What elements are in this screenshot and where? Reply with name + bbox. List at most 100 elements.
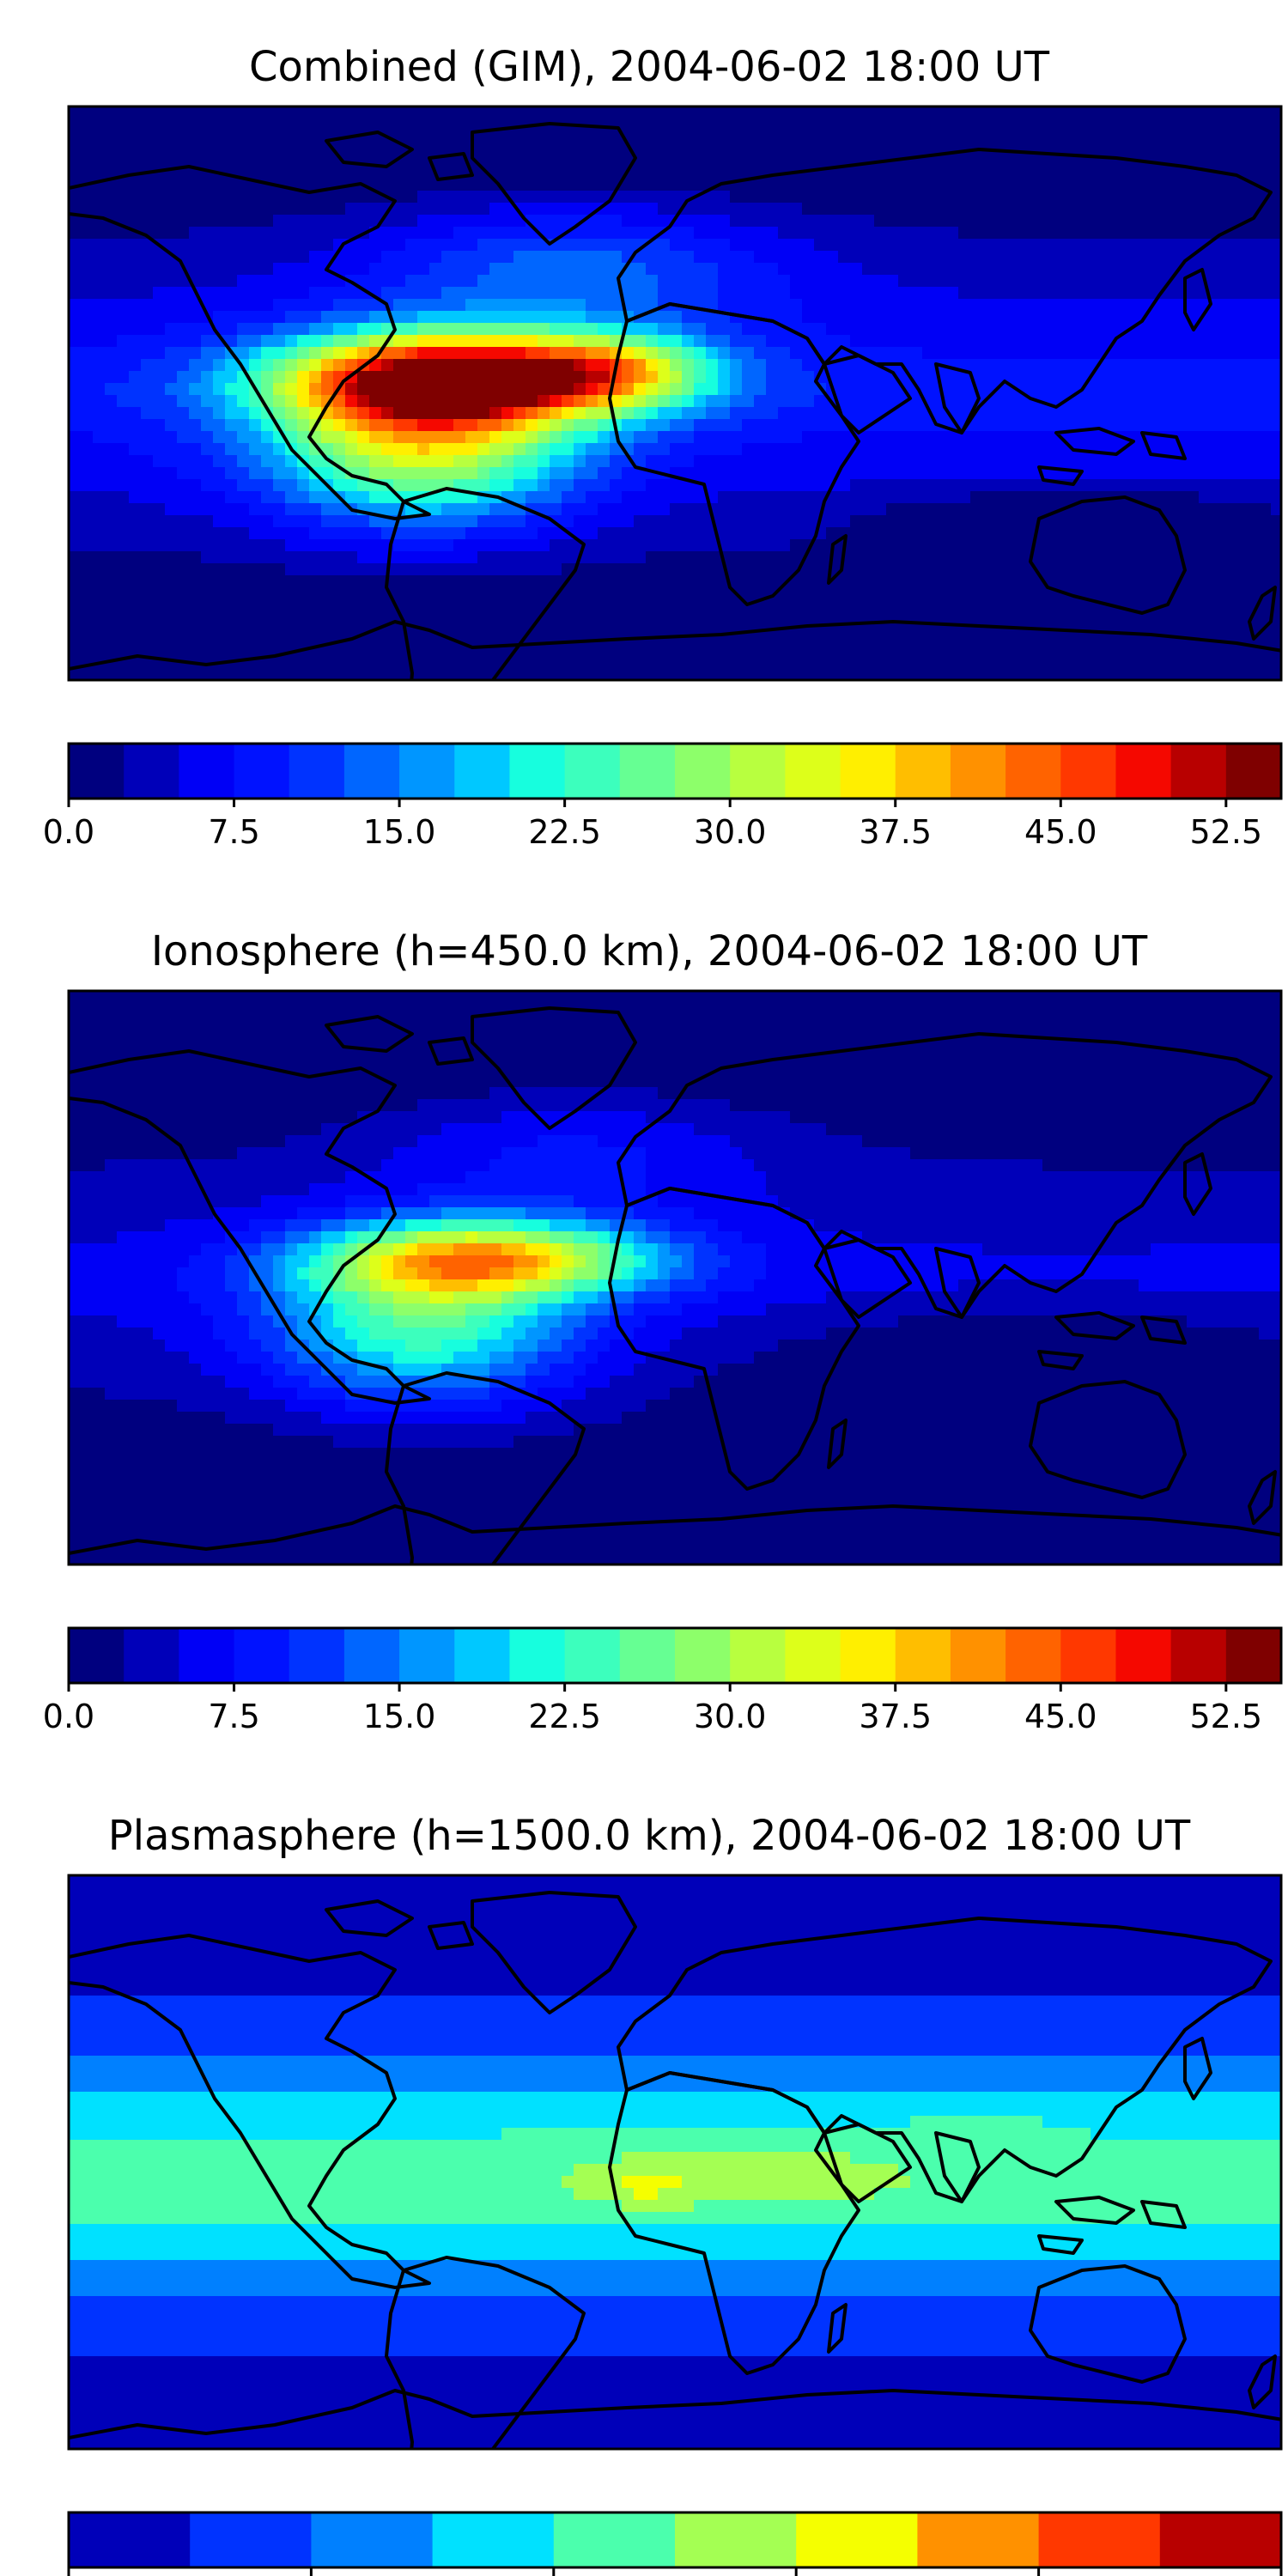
map-cell — [417, 299, 430, 312]
map-cell — [489, 479, 502, 492]
map-cell — [213, 383, 226, 396]
map-cell — [1078, 251, 1091, 264]
map-cell — [1127, 611, 1139, 624]
map-cell — [105, 515, 118, 528]
map-cell — [586, 191, 598, 204]
map-cell — [1259, 455, 1272, 468]
map-cell — [778, 587, 791, 600]
map-cell — [1054, 599, 1067, 612]
map-cell — [634, 599, 647, 612]
map-cell — [1151, 647, 1163, 660]
map-cell — [1175, 991, 1188, 1004]
map-cell — [1018, 539, 1031, 552]
map-cell — [862, 287, 875, 300]
map-cell — [622, 215, 635, 228]
map-cell — [165, 539, 178, 552]
map-cell — [237, 335, 250, 348]
map-cell — [670, 179, 683, 191]
map-cell — [1187, 395, 1200, 408]
map-cell — [958, 515, 971, 528]
map-cell — [1223, 527, 1236, 540]
map-cell — [538, 455, 550, 468]
map-cell — [369, 167, 382, 179]
map-cell — [489, 383, 502, 396]
map-cell — [345, 587, 358, 600]
map-cell — [1151, 118, 1163, 131]
map-cell — [393, 431, 406, 444]
map-cell — [1247, 371, 1260, 384]
map-cell — [1006, 359, 1019, 372]
map-cell — [946, 191, 959, 204]
map-cell — [622, 118, 635, 131]
map-cell — [501, 311, 514, 324]
map-cell — [105, 275, 118, 288]
map-cell — [177, 587, 190, 600]
map-cell — [550, 671, 562, 680]
map-cell — [766, 443, 779, 456]
map-cell — [213, 227, 226, 240]
map-cell — [790, 479, 803, 492]
map-cell — [1006, 106, 1019, 119]
map-cell — [1030, 419, 1043, 432]
map-cell — [850, 131, 863, 143]
map-cell — [910, 503, 923, 516]
map-cell — [1247, 275, 1260, 288]
map-cell — [562, 599, 574, 612]
map-cell — [1187, 179, 1200, 191]
map-cell — [922, 479, 935, 492]
map-cell — [309, 215, 322, 228]
map-cell — [237, 479, 250, 492]
map-cell — [321, 106, 334, 119]
map-cell — [465, 551, 478, 564]
map-cell — [742, 575, 755, 588]
map-cell — [874, 647, 887, 660]
map-cell — [1103, 503, 1115, 516]
map-cell — [634, 431, 647, 444]
map-cell — [1139, 287, 1151, 300]
map-cell — [766, 227, 779, 240]
map-cell — [658, 263, 671, 276]
map-cell — [730, 167, 743, 179]
map-cell — [357, 659, 370, 672]
map-cell — [850, 239, 863, 252]
map-cell — [513, 587, 526, 600]
map-cell — [213, 299, 226, 312]
map-cell — [453, 563, 466, 576]
map-cell — [465, 371, 478, 384]
map-cell — [922, 359, 935, 372]
map-cell — [946, 167, 959, 179]
map-cell — [1054, 991, 1067, 1004]
map-cell — [814, 299, 827, 312]
map-cell — [586, 131, 598, 143]
map-cell — [1259, 371, 1272, 384]
map-cell — [1091, 299, 1103, 312]
map-cell — [682, 419, 695, 432]
map-cell — [213, 479, 226, 492]
map-cell — [646, 347, 659, 360]
map-cell — [417, 395, 430, 408]
map-cell — [1187, 479, 1200, 492]
map-cell — [982, 647, 995, 660]
map-cell — [754, 659, 767, 672]
map-cell — [778, 118, 791, 131]
map-cell — [898, 587, 911, 600]
map-cell — [934, 347, 947, 360]
map-cell — [1103, 167, 1115, 179]
map-cell — [646, 431, 659, 444]
map-cell — [790, 131, 803, 143]
map-cell — [429, 118, 442, 131]
map-cell — [213, 118, 226, 131]
map-cell — [694, 635, 707, 648]
colorbar-segment — [234, 744, 290, 799]
map-cell — [814, 227, 827, 240]
map-cell — [1115, 671, 1127, 680]
map-cell — [1175, 647, 1188, 660]
map-cell — [742, 118, 755, 131]
map-cell — [429, 599, 442, 612]
map-cell — [417, 467, 430, 480]
map-cell — [1163, 191, 1176, 204]
map-cell — [910, 407, 923, 420]
map-cell — [1151, 347, 1163, 360]
map-cell — [1235, 371, 1248, 384]
map-cell — [766, 251, 779, 264]
